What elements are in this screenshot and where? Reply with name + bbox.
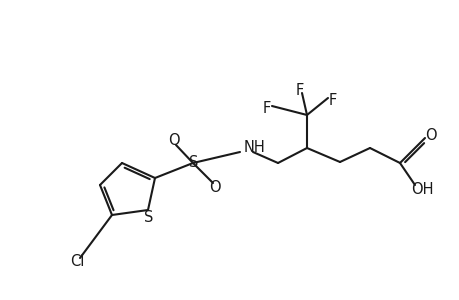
Text: NH: NH [243, 140, 265, 154]
Text: S: S [189, 154, 198, 169]
Text: O: O [424, 128, 436, 142]
Text: F: F [295, 82, 303, 98]
Text: F: F [262, 100, 270, 116]
Text: Cl: Cl [70, 254, 84, 269]
Text: S: S [144, 209, 153, 224]
Text: OH: OH [410, 182, 432, 196]
Text: O: O [209, 181, 220, 196]
Text: F: F [328, 92, 336, 107]
Text: O: O [168, 133, 179, 148]
